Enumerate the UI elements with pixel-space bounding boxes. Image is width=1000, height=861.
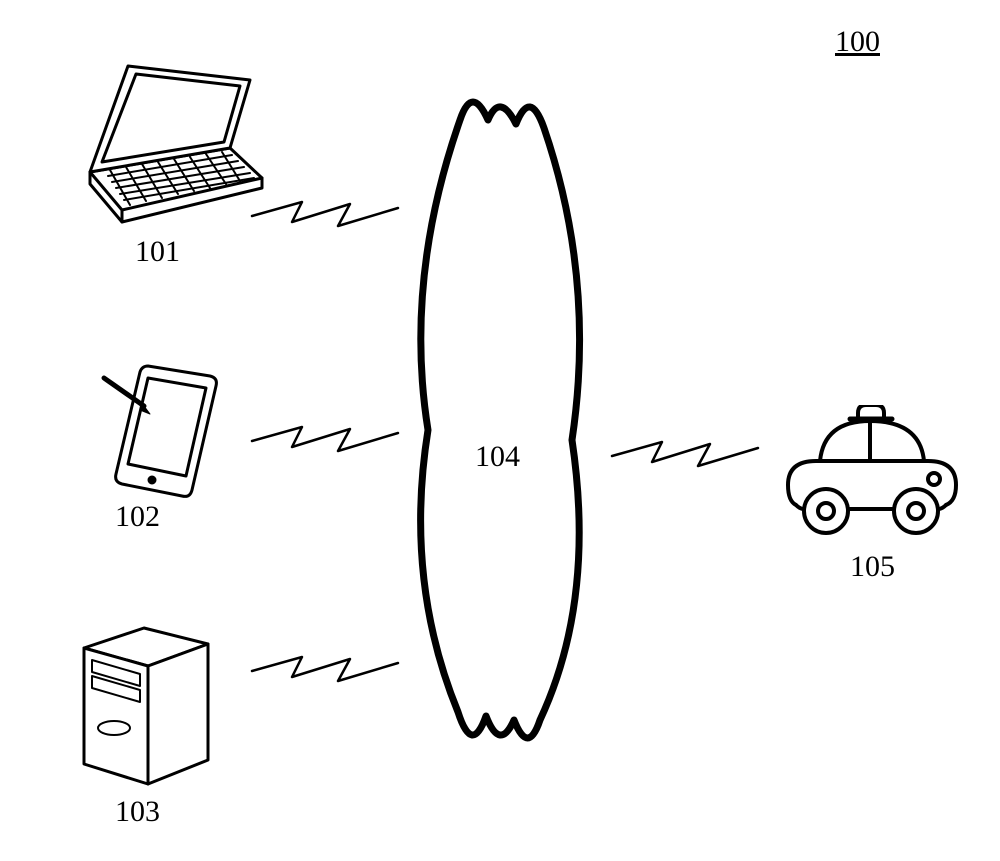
network-cloud-icon <box>400 80 600 760</box>
cloud-label: 104 <box>475 440 520 474</box>
link-server-cloud <box>250 645 400 695</box>
laptop-label: 101 <box>135 235 180 269</box>
laptop-icon <box>80 60 270 225</box>
link-cloud-vehicle <box>610 430 760 480</box>
link-tablet-cloud <box>250 415 400 465</box>
link-laptop-cloud <box>250 190 400 240</box>
server-icon <box>70 620 220 790</box>
server-label: 103 <box>115 795 160 829</box>
tablet-label: 102 <box>115 500 160 534</box>
figure-id-label: 100 <box>835 25 880 59</box>
vehicle-icon <box>780 405 960 545</box>
vehicle-label: 105 <box>850 550 895 584</box>
tablet-icon <box>100 360 220 500</box>
